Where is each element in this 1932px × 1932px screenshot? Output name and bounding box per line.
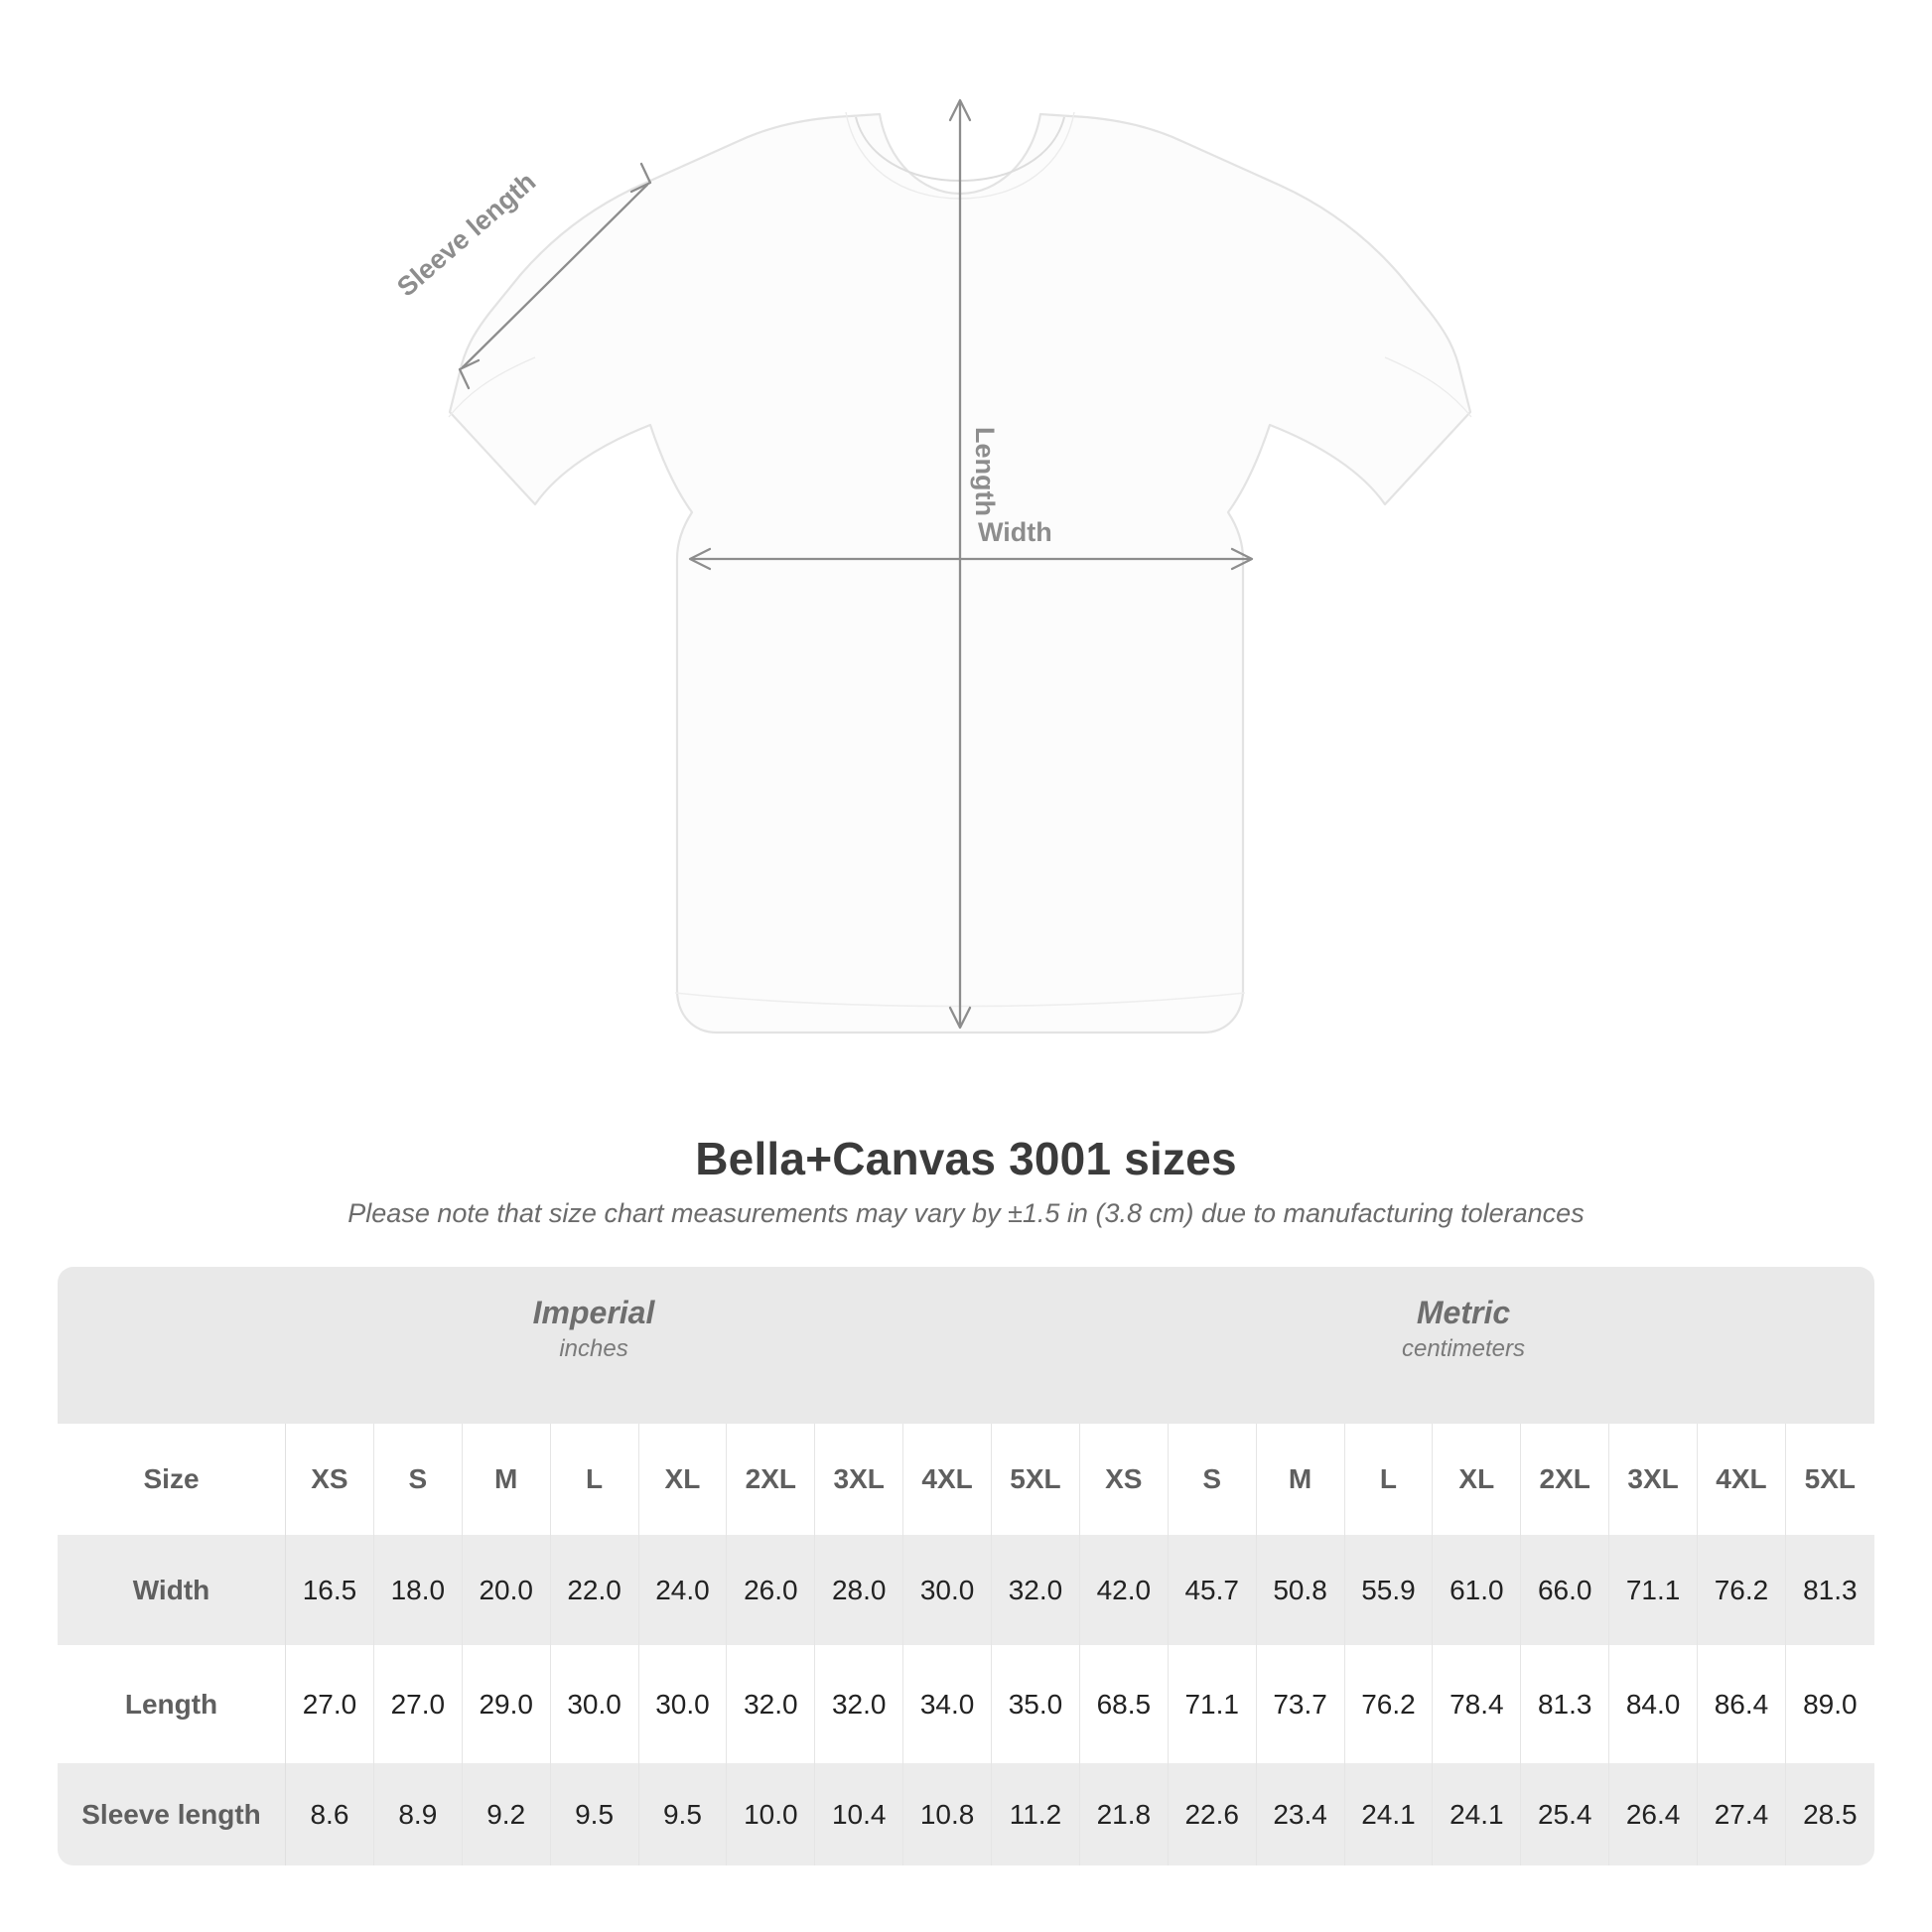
svg-text:Width: Width <box>978 517 1052 547</box>
svg-text:Length: Length <box>970 427 1000 516</box>
